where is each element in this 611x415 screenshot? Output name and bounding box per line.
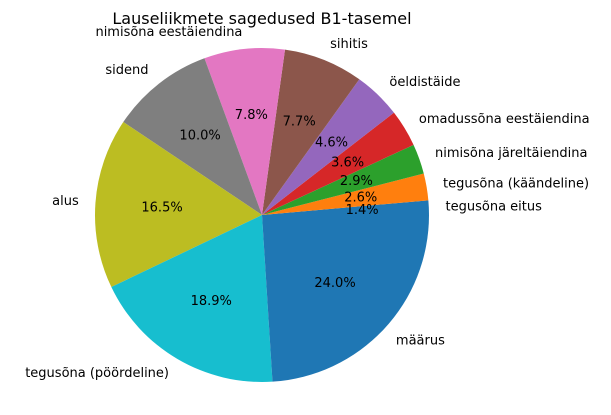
category-label-nimisona-eestaiendina: nimisõna eestäiendina <box>95 25 242 40</box>
slice-alus <box>94 122 262 288</box>
pct-label-sihitis: 7.7% <box>283 114 316 129</box>
category-label-nimisona-jareltaiendina: nimisõna järeltäiendina <box>435 146 587 161</box>
slice-tegusona-kaandeline <box>262 173 429 215</box>
pct-label-oeldistaide: 4.6% <box>315 135 348 150</box>
category-label-tegusona-kaandeline: tegusõna (käändeline) <box>443 176 589 191</box>
category-label-sihitis: sihitis <box>330 37 368 52</box>
pct-label-tegusona-kaandeline: 2.6% <box>344 191 377 206</box>
category-label-sidend: sidend <box>105 63 148 78</box>
category-label-tegusona-poordeline: tegusõna (pöördeline) <box>25 366 169 381</box>
pct-label-nimisona-eestaiendina: 7.8% <box>235 108 268 123</box>
pct-label-maarus: 24.0% <box>314 276 355 291</box>
pie-slices <box>94 47 430 382</box>
category-label-maarus: määrus <box>396 333 445 348</box>
slice-tegusona-poordeline <box>111 215 273 382</box>
slice-tegusona-eitus <box>262 200 429 215</box>
chart-title: Lauseliikmete sagedused B1-tasemel <box>112 9 411 28</box>
pct-label-sidend: 10.0% <box>179 129 220 144</box>
slice-maarus <box>262 215 430 382</box>
slice-nimisona-eestaiendina <box>204 47 286 215</box>
percentage-labels: 1.4%2.6% 2.9% 3.6% 4.6% 7.7% 7.8% 10.0% 16.5% 18… <box>141 108 378 309</box>
pct-label-tegusona-eitus: 1.4% <box>346 203 379 218</box>
slice-sihitis <box>262 49 360 216</box>
category-labels: tegusõna eitus tegusõna (käändeline) nimis… <box>25 25 589 381</box>
pct-label-nimisona-jareltaiendina: 2.9% <box>340 174 373 189</box>
pct-label-alus: 16.5% <box>141 200 182 215</box>
slice-oeldistaide <box>262 79 394 215</box>
slice-omadussona-eestaiendina <box>262 112 414 215</box>
category-label-oeldistaide: öeldistäide <box>389 75 460 90</box>
category-label-omadussona-eestaiendina: omadussõna eestäiendina <box>419 112 590 127</box>
pct-label-tegusona-poordeline: 18.9% <box>191 294 232 309</box>
pct-label-omadussona-eestaiendina: 3.6% <box>331 155 364 170</box>
category-label-alus: alus <box>52 194 79 209</box>
category-label-tegusona-eitus: tegusõna eitus <box>446 199 543 214</box>
slice-nimisona-jareltaiendina <box>262 144 424 215</box>
slice-sidend <box>123 58 262 216</box>
